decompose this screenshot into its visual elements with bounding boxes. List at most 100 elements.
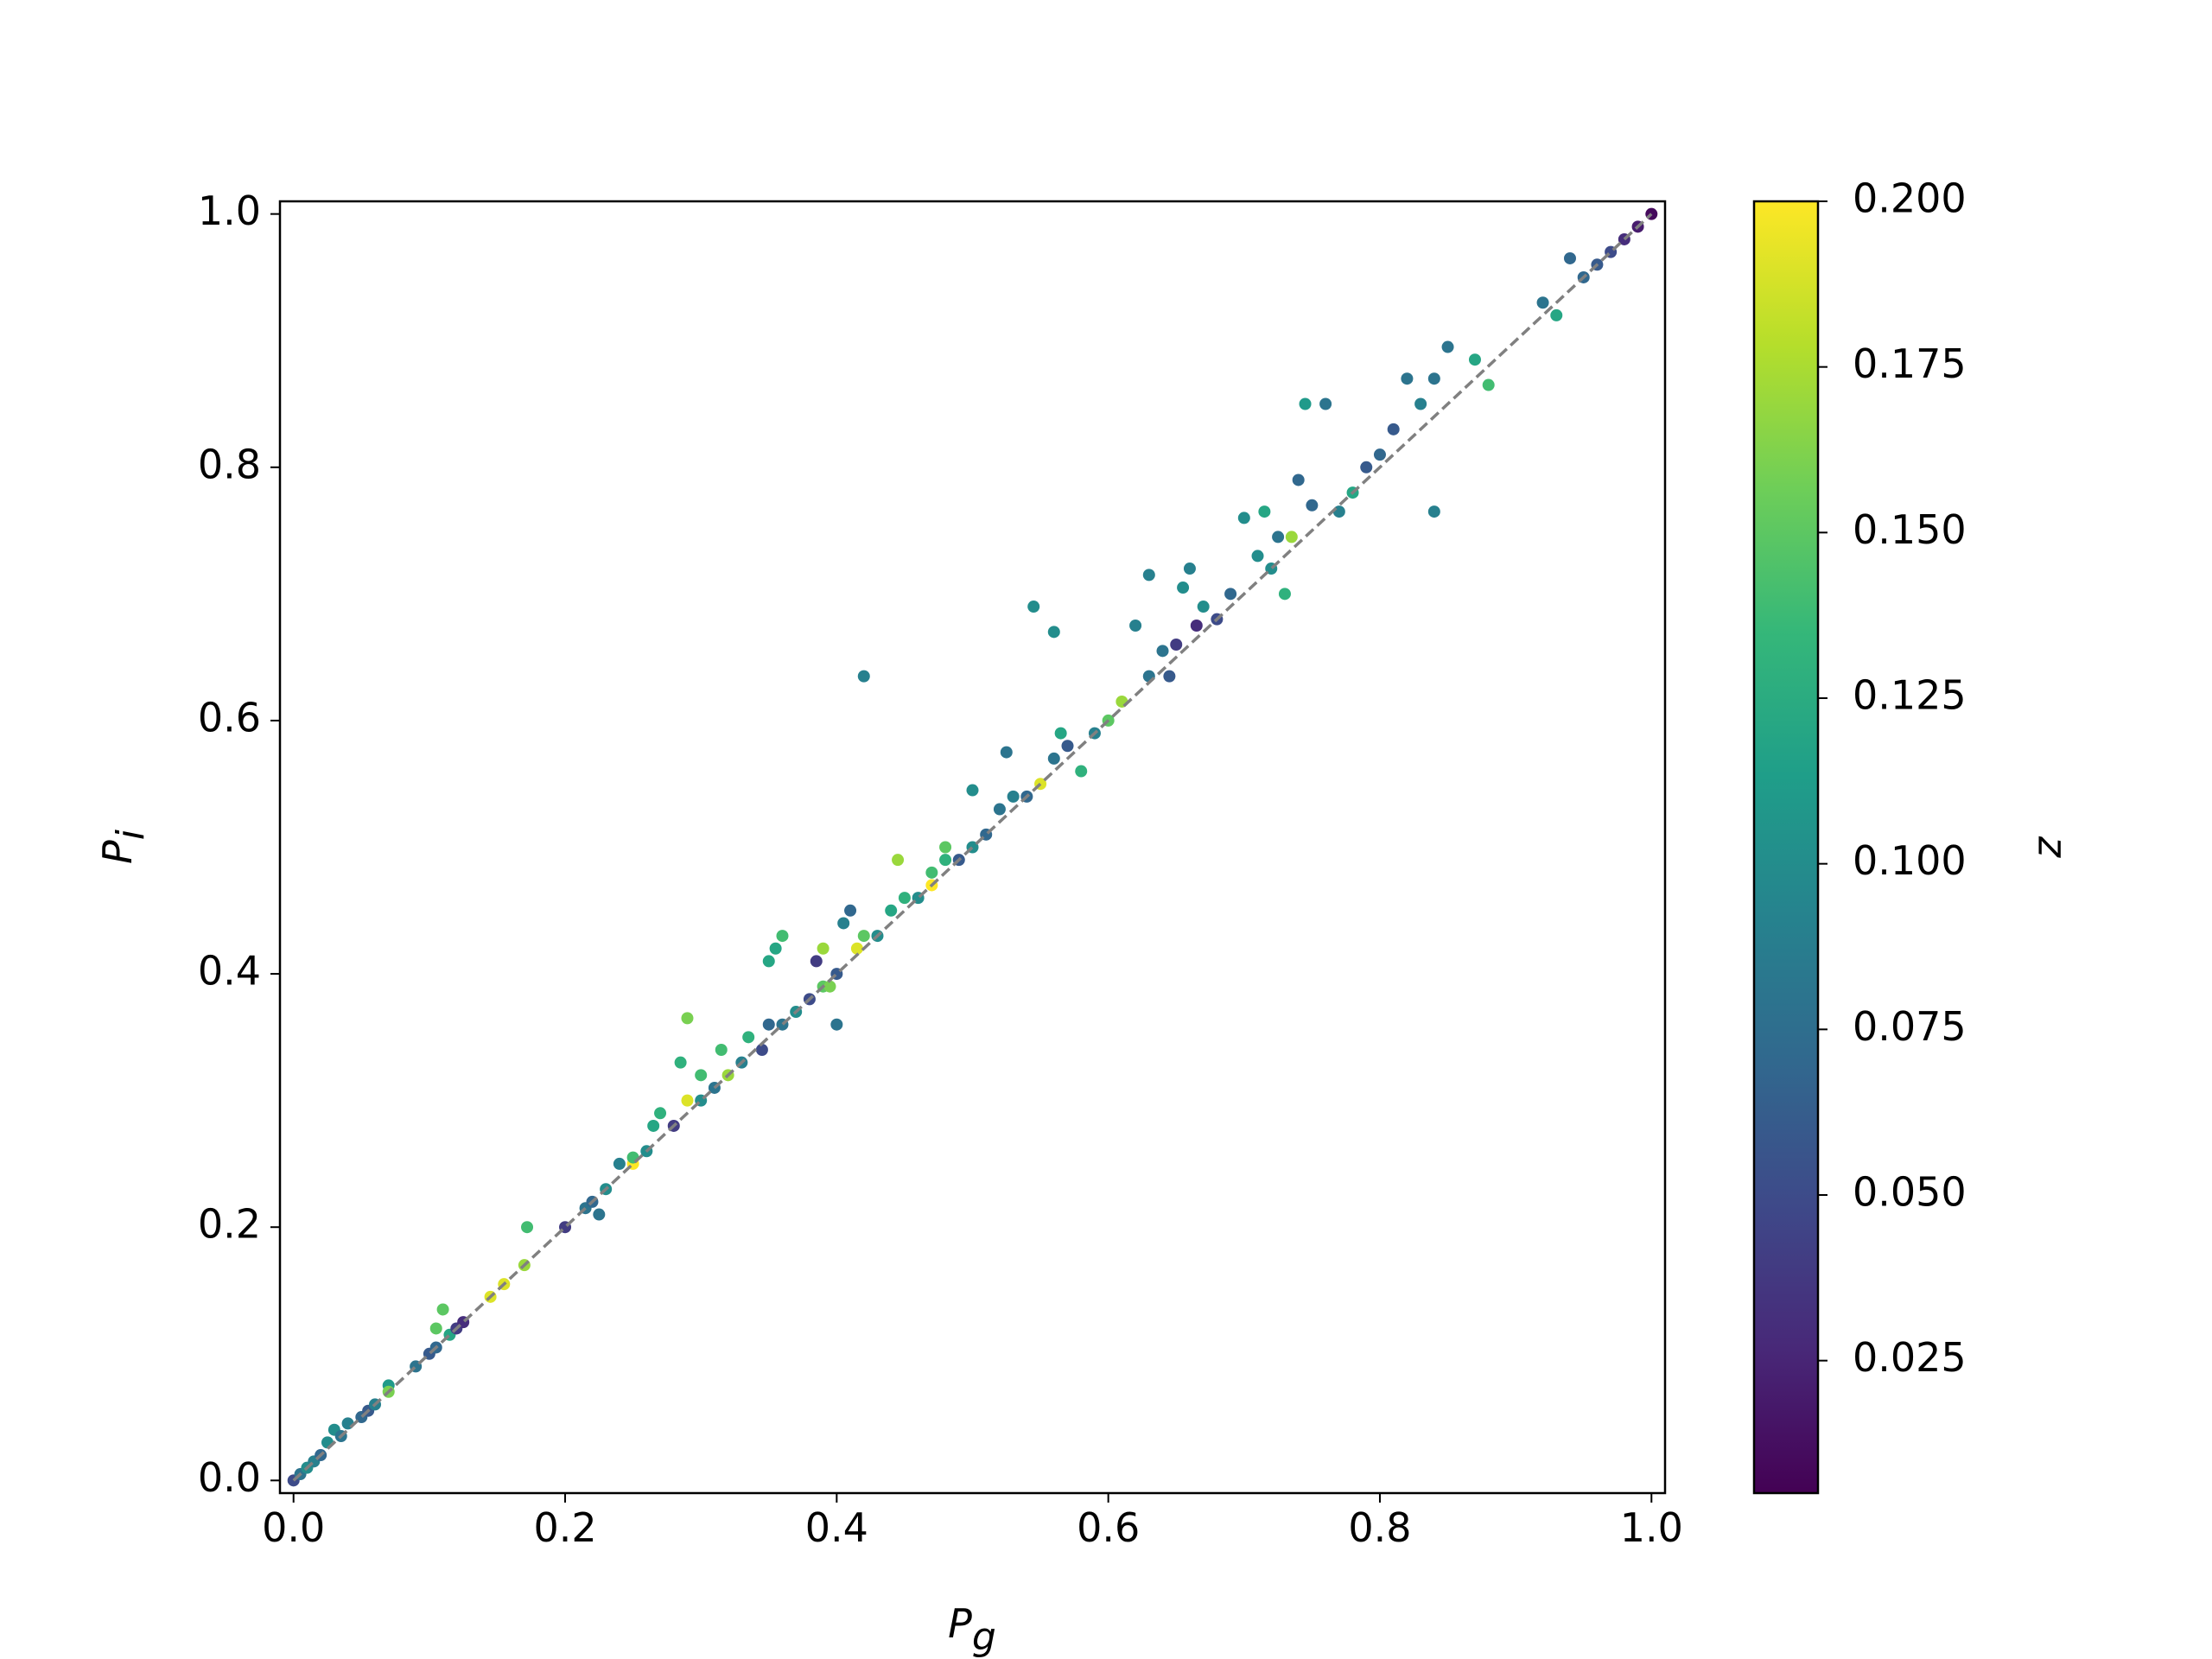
point	[1299, 397, 1312, 410]
point	[1061, 740, 1074, 753]
point	[1387, 423, 1400, 435]
point	[1373, 448, 1386, 461]
point	[776, 930, 789, 943]
point	[1177, 582, 1190, 594]
point	[1319, 397, 1332, 410]
point	[1306, 499, 1319, 512]
point	[1075, 765, 1088, 778]
point	[844, 904, 857, 917]
colorbar-tick-label: 0.025	[1853, 1334, 1967, 1381]
point	[885, 904, 898, 917]
point	[857, 930, 870, 943]
point	[1272, 531, 1285, 543]
x-label-main: P	[948, 1600, 972, 1647]
y-tick-label: 0.6	[198, 694, 261, 741]
point	[1401, 372, 1414, 385]
colorbar-label: z	[2030, 836, 2076, 858]
colorbar	[1752, 200, 1820, 1495]
colorbar-tick-label: 0.200	[1853, 175, 1967, 222]
point	[1224, 588, 1237, 601]
point	[681, 1012, 694, 1025]
point	[715, 1044, 728, 1057]
point	[1183, 563, 1196, 575]
point	[613, 1157, 626, 1170]
y-tick-label: 1.0	[198, 188, 261, 234]
x-tick-label: 0.0	[262, 1504, 325, 1551]
point	[1190, 620, 1203, 632]
x-tick-label: 1.0	[1620, 1504, 1683, 1551]
point	[1007, 790, 1020, 803]
point	[1142, 569, 1155, 582]
point	[1163, 670, 1176, 683]
x-label-sub: g	[972, 1615, 996, 1659]
point	[1427, 372, 1440, 385]
point	[1285, 531, 1298, 543]
point	[1427, 505, 1440, 518]
point	[898, 892, 911, 905]
plot-area	[287, 207, 1658, 1487]
point	[1047, 626, 1060, 639]
reference-line	[292, 213, 1653, 1482]
point	[1237, 512, 1250, 524]
point	[925, 866, 938, 879]
point	[1292, 474, 1305, 486]
point	[1360, 461, 1373, 474]
point	[1441, 340, 1454, 353]
point	[755, 1044, 768, 1057]
x-tick-label: 0.4	[805, 1504, 868, 1551]
x-tick-label: 0.6	[1077, 1504, 1140, 1551]
point	[1258, 505, 1271, 518]
point	[1054, 727, 1067, 740]
y-tick-label: 0.2	[198, 1201, 261, 1248]
point	[1197, 601, 1210, 613]
point	[1129, 620, 1142, 632]
point	[1156, 645, 1169, 658]
point	[674, 1056, 687, 1069]
plot-frame	[278, 200, 1667, 1495]
point	[769, 942, 782, 955]
y-label-sub: i	[109, 829, 153, 840]
x-tick-label: 0.2	[533, 1504, 596, 1551]
point	[810, 955, 823, 968]
point	[1278, 588, 1291, 601]
point	[1563, 251, 1576, 264]
colorbar-tick-label: 0.175	[1853, 340, 1967, 387]
point	[762, 1018, 775, 1031]
point	[593, 1208, 606, 1221]
point	[939, 841, 952, 854]
colorbar-tick-label: 0.150	[1853, 506, 1967, 553]
point	[823, 980, 836, 993]
point	[695, 1069, 708, 1082]
x-axis-label: Pg	[948, 1600, 996, 1659]
point	[1027, 601, 1040, 613]
colorbar-tick-label: 0.050	[1853, 1169, 1967, 1216]
y-tick-label: 0.4	[198, 948, 261, 995]
point	[1482, 378, 1495, 391]
point	[830, 1018, 843, 1031]
point	[1047, 752, 1060, 765]
y-axis-label: Pi	[94, 829, 153, 864]
colorbar-tick-label: 0.125	[1853, 672, 1967, 719]
point	[681, 1094, 694, 1107]
y-tick-label: 0.8	[198, 441, 261, 487]
point	[1414, 397, 1427, 410]
point	[966, 784, 979, 797]
point	[993, 803, 1006, 816]
point	[1550, 308, 1563, 321]
point	[762, 955, 775, 968]
point	[1170, 638, 1183, 651]
point	[1468, 353, 1481, 366]
point	[1536, 296, 1549, 309]
point	[892, 854, 905, 867]
point	[647, 1119, 660, 1132]
point	[837, 917, 850, 930]
point	[1000, 746, 1013, 759]
point	[429, 1322, 442, 1335]
point	[521, 1221, 534, 1234]
point	[817, 942, 830, 955]
colorbar-tick-label: 0.075	[1853, 1003, 1967, 1050]
point	[742, 1031, 755, 1044]
y-label-main: P	[94, 840, 141, 864]
